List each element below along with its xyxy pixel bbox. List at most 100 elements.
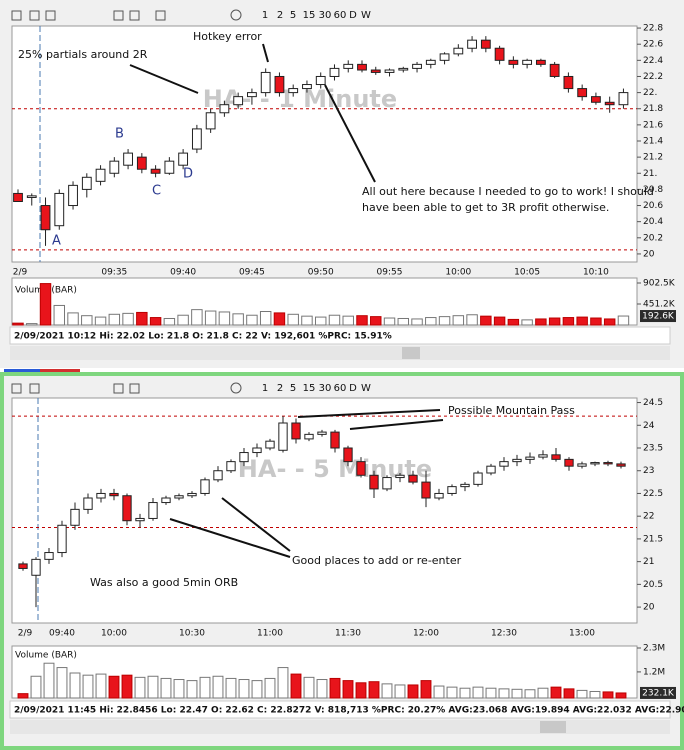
icon[interactable]: [29, 10, 40, 21]
timeframe-button[interactable]: 15: [303, 10, 316, 21]
timeframe-button[interactable]: 2: [277, 383, 283, 394]
timeframe-button[interactable]: 60: [334, 383, 347, 394]
candle-body: [447, 486, 457, 494]
candle-body: [205, 112, 216, 130]
candle-body: [304, 433, 314, 440]
timeframe-button[interactable]: 5: [290, 10, 296, 21]
scrollbar[interactable]: [10, 720, 670, 734]
volume-bar: [425, 317, 437, 326]
candle-body: [460, 483, 470, 488]
timeframe-button[interactable]: 15: [303, 383, 316, 394]
volume-bar: [149, 317, 162, 326]
candle-body: [563, 75, 574, 90]
volume-bar: [246, 314, 258, 326]
volume-bar: [186, 680, 198, 699]
volume-bar: [218, 311, 231, 326]
volume-bar: [459, 687, 471, 699]
x-tick-label: 10:00: [445, 268, 471, 278]
scroll-thumb[interactable]: [402, 347, 420, 359]
status-text: 2/09/2021 10:12 Hi: 22.02 Lo: 21.8 O: 21…: [14, 332, 392, 342]
candle-body: [343, 447, 353, 463]
volume-bar: [191, 309, 203, 326]
x-tick-label: 09:55: [377, 268, 403, 278]
volume-bar: [452, 315, 465, 326]
volume-bar: [342, 315, 354, 326]
candle-body: [384, 69, 395, 73]
icon[interactable]: [11, 383, 22, 394]
annotation: All out here because I needed to go to w…: [362, 185, 654, 198]
volume-bar: [562, 317, 575, 326]
annotation: Possible Mountain Pass: [448, 404, 575, 417]
icon[interactable]: [129, 383, 140, 394]
y-tick-label: 22.8: [643, 24, 663, 34]
volume-bar: [251, 680, 263, 699]
last-value-label: 232.1K: [642, 688, 675, 698]
candle-body: [315, 75, 326, 86]
x-tick-label: 12:30: [491, 629, 517, 639]
timeframe-button[interactable]: 1: [262, 383, 268, 394]
candle-body: [265, 440, 275, 449]
volume-bar: [287, 313, 299, 326]
candle-body: [178, 152, 189, 166]
timeframe-button[interactable]: W: [361, 10, 371, 21]
icon[interactable]: [113, 383, 124, 394]
icon[interactable]: [230, 382, 242, 394]
icon[interactable]: [155, 10, 166, 21]
timeframe-button[interactable]: 30: [319, 10, 332, 21]
y-tick-label: 24: [643, 421, 655, 431]
timeframe-button[interactable]: 2: [277, 10, 283, 21]
candle-body: [191, 128, 202, 150]
last-value-tag: [640, 310, 676, 323]
icon[interactable]: [129, 10, 140, 21]
candle-body: [213, 470, 223, 481]
candle-body: [551, 454, 561, 460]
y-tick-label: 22.2: [643, 72, 663, 82]
icon[interactable]: [113, 10, 124, 21]
candle-body: [122, 495, 132, 522]
timeframe-button[interactable]: 30: [319, 383, 332, 394]
scrollbar[interactable]: [10, 346, 670, 360]
volume-bar: [67, 312, 79, 326]
volume-bar: [225, 677, 237, 699]
timeframe-button[interactable]: 1: [262, 10, 268, 21]
candle-body: [164, 160, 175, 174]
volume-bar: [485, 687, 497, 699]
annotation: Was also a good 5min ORB: [90, 576, 238, 589]
timeframe-button[interactable]: 5: [290, 383, 296, 394]
volume-bar: [466, 314, 478, 326]
candle-body: [81, 176, 92, 190]
volume-bar: [615, 692, 627, 699]
candle-body: [200, 479, 210, 494]
volume-bar: [446, 686, 458, 699]
volume-bar: [617, 315, 630, 326]
timeframe-button[interactable]: 60: [334, 10, 347, 21]
volume-bar: [12, 322, 24, 326]
candle-body: [68, 184, 78, 207]
x-tick-label: 09:40: [170, 268, 196, 278]
scroll-thumb[interactable]: [540, 721, 566, 733]
timeframe-button[interactable]: W: [361, 383, 371, 394]
candle-body: [508, 59, 519, 65]
y-tick-label: 21: [643, 557, 654, 567]
candle-body: [357, 63, 367, 71]
icon[interactable]: [45, 10, 56, 21]
annotation: D: [183, 167, 193, 182]
y-tick-label: 451.2K: [643, 300, 676, 310]
icon[interactable]: [230, 9, 242, 21]
candle-body: [123, 152, 133, 166]
icon[interactable]: [11, 10, 22, 21]
x-tick-label: 11:30: [335, 629, 361, 639]
watermark: HA- - 5 Minute: [238, 455, 432, 483]
volume-bar: [26, 323, 38, 326]
volume-bar: [30, 675, 42, 699]
arrow: [324, 84, 376, 183]
volume-bar: [511, 688, 523, 699]
candle-body: [604, 101, 615, 106]
volume-bar: [82, 674, 94, 699]
timeframe-button[interactable]: D: [349, 10, 357, 21]
timeframe-button[interactable]: D: [349, 383, 357, 394]
icon[interactable]: [29, 383, 40, 394]
arrow: [349, 419, 444, 430]
volume-bar: [342, 680, 354, 699]
candle-body: [522, 59, 533, 65]
